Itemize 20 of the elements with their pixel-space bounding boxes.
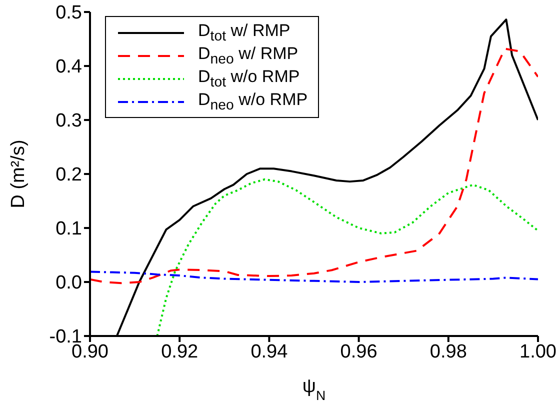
y-axis-title: D (m²/s) xyxy=(8,140,29,208)
y-tick-label: 0.2 xyxy=(56,164,82,186)
x-tick-label: 0.96 xyxy=(340,341,378,362)
x-axis-title: ψ$_{N}$ xyxy=(302,376,326,402)
x-tick-label: 0.94 xyxy=(250,341,288,362)
x-tick-label: 0.92 xyxy=(161,341,198,362)
legend-label: D$_{neo}$ w/o RMP xyxy=(198,90,308,114)
x-tick-label: 1.00 xyxy=(520,341,556,362)
line-series xyxy=(90,48,538,284)
line-series xyxy=(90,270,538,283)
y-tick-label: 0.4 xyxy=(56,56,82,78)
legend-label: D$_{tot}$ w/o RMP xyxy=(198,66,300,90)
y-tick-label: 0.0 xyxy=(56,272,82,294)
x-tick-label: 0.98 xyxy=(430,341,467,362)
line-series xyxy=(156,178,538,336)
y-tick-label: 0.1 xyxy=(56,218,82,240)
y-tick-label: 0.5 xyxy=(56,2,82,24)
y-tick-label: 0.3 xyxy=(56,110,82,132)
legend-label: D$_{tot}$ w/ RMP xyxy=(198,20,290,44)
legend-label: D$_{neo}$ w/ RMP xyxy=(198,44,298,68)
